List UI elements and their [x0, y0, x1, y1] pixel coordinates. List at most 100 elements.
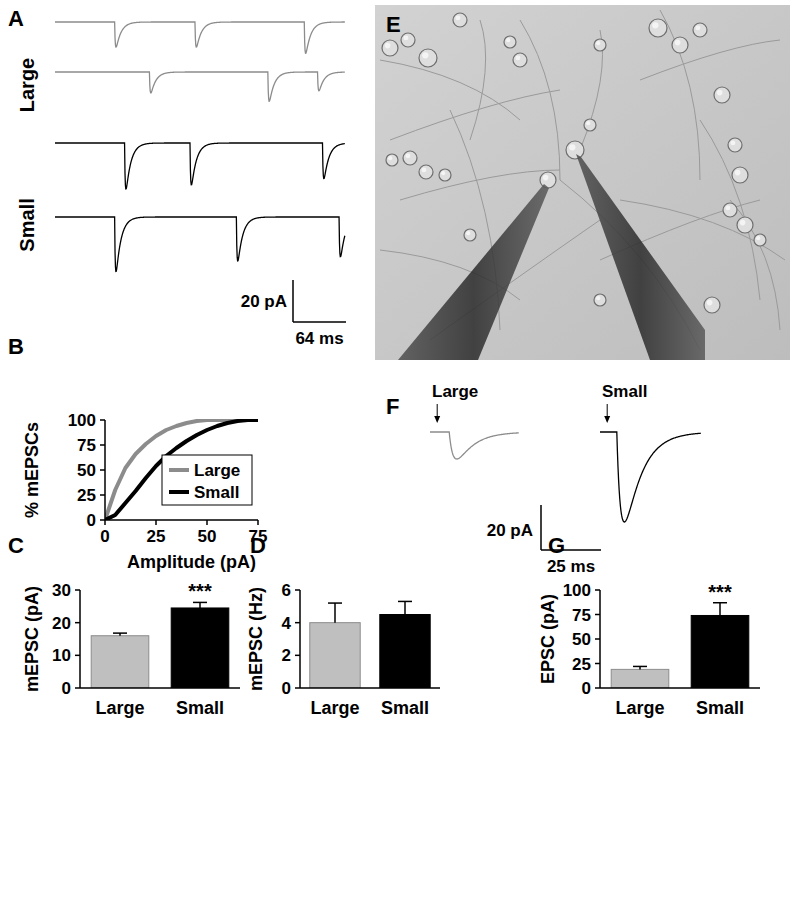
cell-highlight — [596, 296, 600, 300]
scale-bar — [540, 505, 542, 550]
cell-highlight — [586, 121, 590, 125]
cell-highlight — [466, 231, 470, 235]
cell-highlight — [725, 205, 730, 210]
cell-highlight — [740, 220, 746, 226]
y-tick — [100, 469, 105, 471]
panel-label: E — [386, 12, 401, 37]
neurite — [660, 10, 700, 180]
plot-area — [310, 601, 430, 688]
error-cap — [398, 601, 412, 603]
cell — [453, 13, 467, 27]
y-axis-label: % mEPSCs — [22, 422, 42, 518]
scale-bar — [293, 321, 346, 323]
cell-highlight — [455, 15, 460, 20]
y-tick — [595, 663, 600, 665]
scale-bar — [292, 280, 294, 322]
x-tick-label: Small — [696, 698, 744, 718]
x-tick — [104, 520, 106, 525]
x-tick-label: Large — [95, 698, 144, 718]
cell-highlight — [405, 153, 410, 158]
micrograph-field — [375, 5, 790, 360]
y-tick — [100, 444, 105, 446]
figure: ABCDEFGLargeSmall20 pA64 msLargeSmall20 … — [0, 0, 799, 899]
cell-highlight — [756, 236, 760, 240]
x-tick-label: 25 — [147, 527, 166, 546]
bar — [691, 615, 749, 688]
y-tick-label: 25 — [77, 486, 96, 505]
cell-highlight — [388, 156, 392, 160]
group-label: Small — [602, 382, 647, 401]
plot-area — [105, 420, 258, 520]
bar — [611, 669, 669, 688]
y-tick — [295, 622, 300, 624]
x-tick-label: 75 — [249, 527, 268, 546]
y-tick-label: 75 — [77, 436, 96, 455]
cell — [714, 87, 730, 103]
cell — [403, 151, 417, 165]
x-axis-label: Amplitude (pA) — [127, 552, 256, 572]
chart: 0102030mEPSC (pA)Large***Small — [22, 580, 240, 718]
y-tick — [295, 687, 300, 689]
cell — [594, 294, 606, 306]
cell — [419, 165, 433, 179]
y-tick-label: 0 — [582, 679, 591, 698]
y-tick — [100, 494, 105, 496]
cell-highlight — [735, 170, 741, 176]
panel-label: A — [8, 6, 24, 31]
y-tick-label: 100 — [563, 581, 591, 600]
neurite — [640, 40, 780, 80]
cell — [737, 217, 753, 233]
series-line — [105, 420, 258, 520]
x-tick-label: Small — [381, 698, 429, 718]
cell-highlight — [441, 171, 445, 175]
group-label: Large — [16, 58, 38, 112]
legend-swatch — [169, 490, 189, 494]
plot-area — [91, 602, 229, 688]
error-bar — [334, 603, 336, 623]
cell-highlight — [403, 35, 408, 40]
plot-area — [611, 603, 749, 688]
y-tick — [100, 419, 105, 421]
cell-highlight — [717, 90, 723, 96]
cell — [649, 19, 667, 37]
trace — [600, 432, 701, 522]
y-axis-label: mEPSC (Hz) — [246, 587, 266, 691]
cell — [419, 49, 437, 67]
cell — [723, 203, 737, 217]
cell-highlight — [569, 144, 575, 150]
y-tick-label: 50 — [77, 461, 96, 480]
neurite — [390, 90, 560, 140]
x-axis — [105, 519, 258, 521]
x-tick-label: 0 — [100, 527, 109, 546]
x-tick-label: 50 — [198, 527, 217, 546]
scale-bar — [541, 549, 601, 551]
traces-a: LargeSmall20 pA64 ms — [16, 22, 346, 348]
neurite — [730, 200, 780, 330]
cell — [439, 169, 451, 181]
y-axis — [79, 590, 81, 688]
error-bar — [199, 602, 201, 608]
cell-highlight — [652, 22, 658, 28]
legend-swatch — [169, 468, 189, 472]
error-cap — [328, 602, 342, 604]
trace — [430, 432, 519, 459]
cell-highlight — [515, 55, 520, 60]
cell-highlight — [707, 300, 713, 306]
scale-label: 25 ms — [547, 557, 595, 576]
neurite — [700, 120, 760, 300]
panel-label: C — [8, 533, 24, 558]
traces-f: LargeSmall20 pA25 ms — [430, 382, 701, 576]
cell — [566, 141, 584, 159]
cell — [693, 23, 707, 37]
x-tick-label: Small — [176, 698, 224, 718]
trace — [55, 217, 345, 271]
cell-highlight — [695, 25, 700, 30]
y-tick-label: 25 — [572, 655, 591, 674]
cell — [754, 234, 766, 246]
x-tick-label: Large — [310, 698, 359, 718]
bar — [310, 623, 360, 688]
cell — [584, 119, 596, 131]
legend-label: Small — [194, 483, 239, 502]
y-tick-label: 100 — [68, 411, 96, 430]
pipette — [398, 184, 549, 360]
